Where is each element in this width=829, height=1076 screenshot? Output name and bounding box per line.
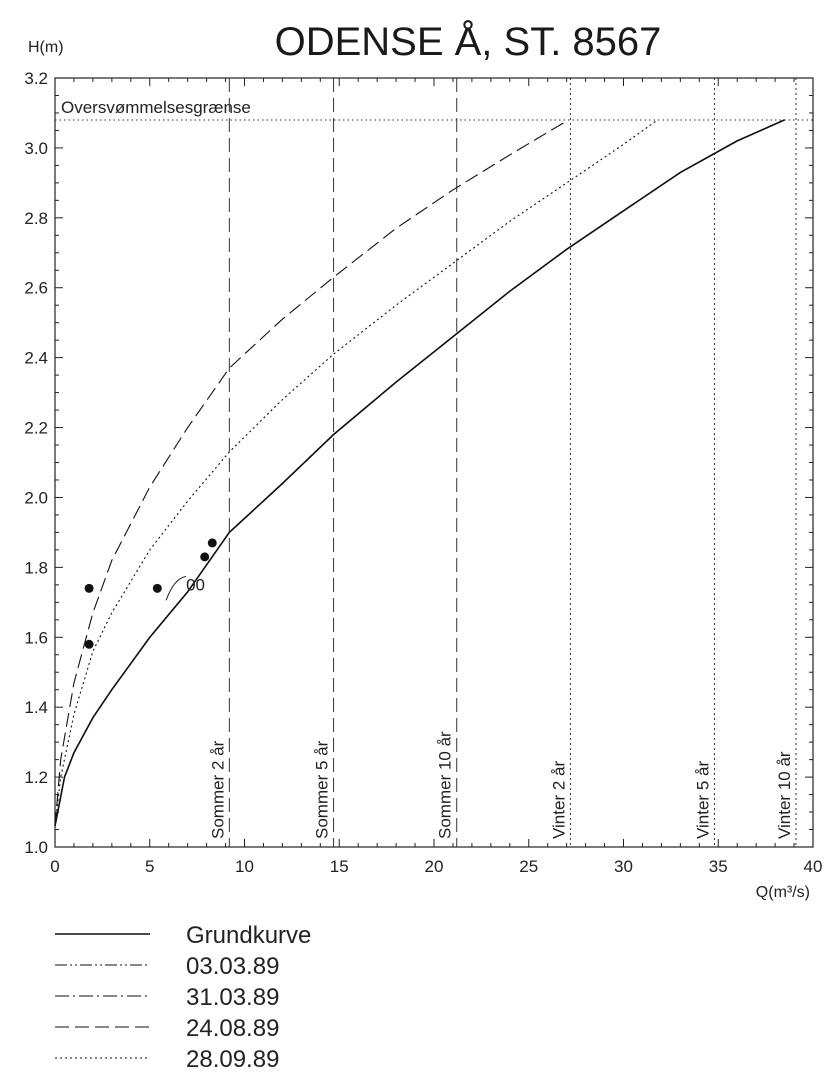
x-tick-label: 0	[50, 857, 59, 876]
x-tick-label: 20	[425, 857, 444, 876]
series-line-Grundkurve	[54, 119, 785, 827]
measurement-point	[207, 538, 217, 548]
reference-line-label: Vinter 5 år	[693, 761, 712, 839]
legend-label: 24.08.89	[186, 1015, 279, 1042]
measurement-point	[84, 639, 94, 649]
annotation-leader	[165, 575, 187, 601]
legend-label: Grundkurve	[186, 922, 311, 949]
y-tick-label: 2.6	[24, 279, 48, 298]
measurement-point	[200, 552, 210, 562]
y-tick-label: 2.8	[24, 209, 48, 228]
plot-area: 0 5 10 15 20 25 30 35 40 1.0 1.2 1.4 1.6 1.8 2.0 2.2 2.4…	[24, 69, 822, 876]
series-line-28.09.89	[54, 119, 658, 827]
y-tick-label: 1.2	[24, 768, 48, 787]
x-tick-label: 5	[145, 857, 154, 876]
y-tick-label: 1.4	[24, 698, 48, 717]
legend-label: 03.03.89	[186, 953, 279, 980]
measurement-point	[152, 583, 162, 593]
y-tick-label: 1.8	[24, 558, 48, 577]
series-line-31.03.89	[54, 119, 785, 827]
y-tick-label: 3.2	[24, 69, 48, 88]
series-line-03.03.89	[54, 119, 785, 827]
series-line-24.08.89	[54, 119, 569, 827]
legend-label: 31.03.89	[186, 984, 279, 1011]
x-tick-label: 30	[614, 857, 633, 876]
y-tick-label: 2.0	[24, 488, 48, 507]
y-tick-label: 2.4	[24, 349, 48, 368]
reference-line-label: Vinter 10 år	[775, 751, 794, 839]
reference-line-label: Sommer 10 år	[436, 731, 455, 839]
legend: Grundkurve 03.03.89 31.03.89 24.08.89 28.09.…	[55, 922, 311, 1073]
reference-line-label: Sommer 2 år	[208, 740, 227, 839]
point-annotation-label: 00	[186, 575, 205, 594]
reference-line-label: Sommer 5 år	[313, 740, 332, 839]
y-tick-label: 3.0	[24, 139, 48, 158]
y-axis-label: H(m)	[28, 39, 64, 56]
plot-frame	[54, 77, 814, 848]
x-tick-label: 15	[330, 857, 349, 876]
y-tick-label: 1.0	[24, 838, 48, 857]
x-axis-label: Q(m³/s)	[756, 884, 810, 901]
y-tick-label: 1.6	[24, 628, 48, 647]
legend-label: 28.09.89	[186, 1046, 279, 1073]
x-tick-label: 35	[709, 857, 728, 876]
measurement-point	[84, 583, 94, 593]
reference-line-label: Vinter 2 år	[549, 761, 568, 839]
x-tick-label: 10	[235, 857, 254, 876]
y-tick-label: 2.2	[24, 419, 48, 438]
x-tick-label: 40	[804, 857, 823, 876]
x-tick-label: 25	[519, 857, 538, 876]
flood-limit-label: Oversvømmelsesgrænse	[61, 98, 251, 117]
chart-title: ODENSE Å, ST. 8567	[275, 19, 662, 64]
